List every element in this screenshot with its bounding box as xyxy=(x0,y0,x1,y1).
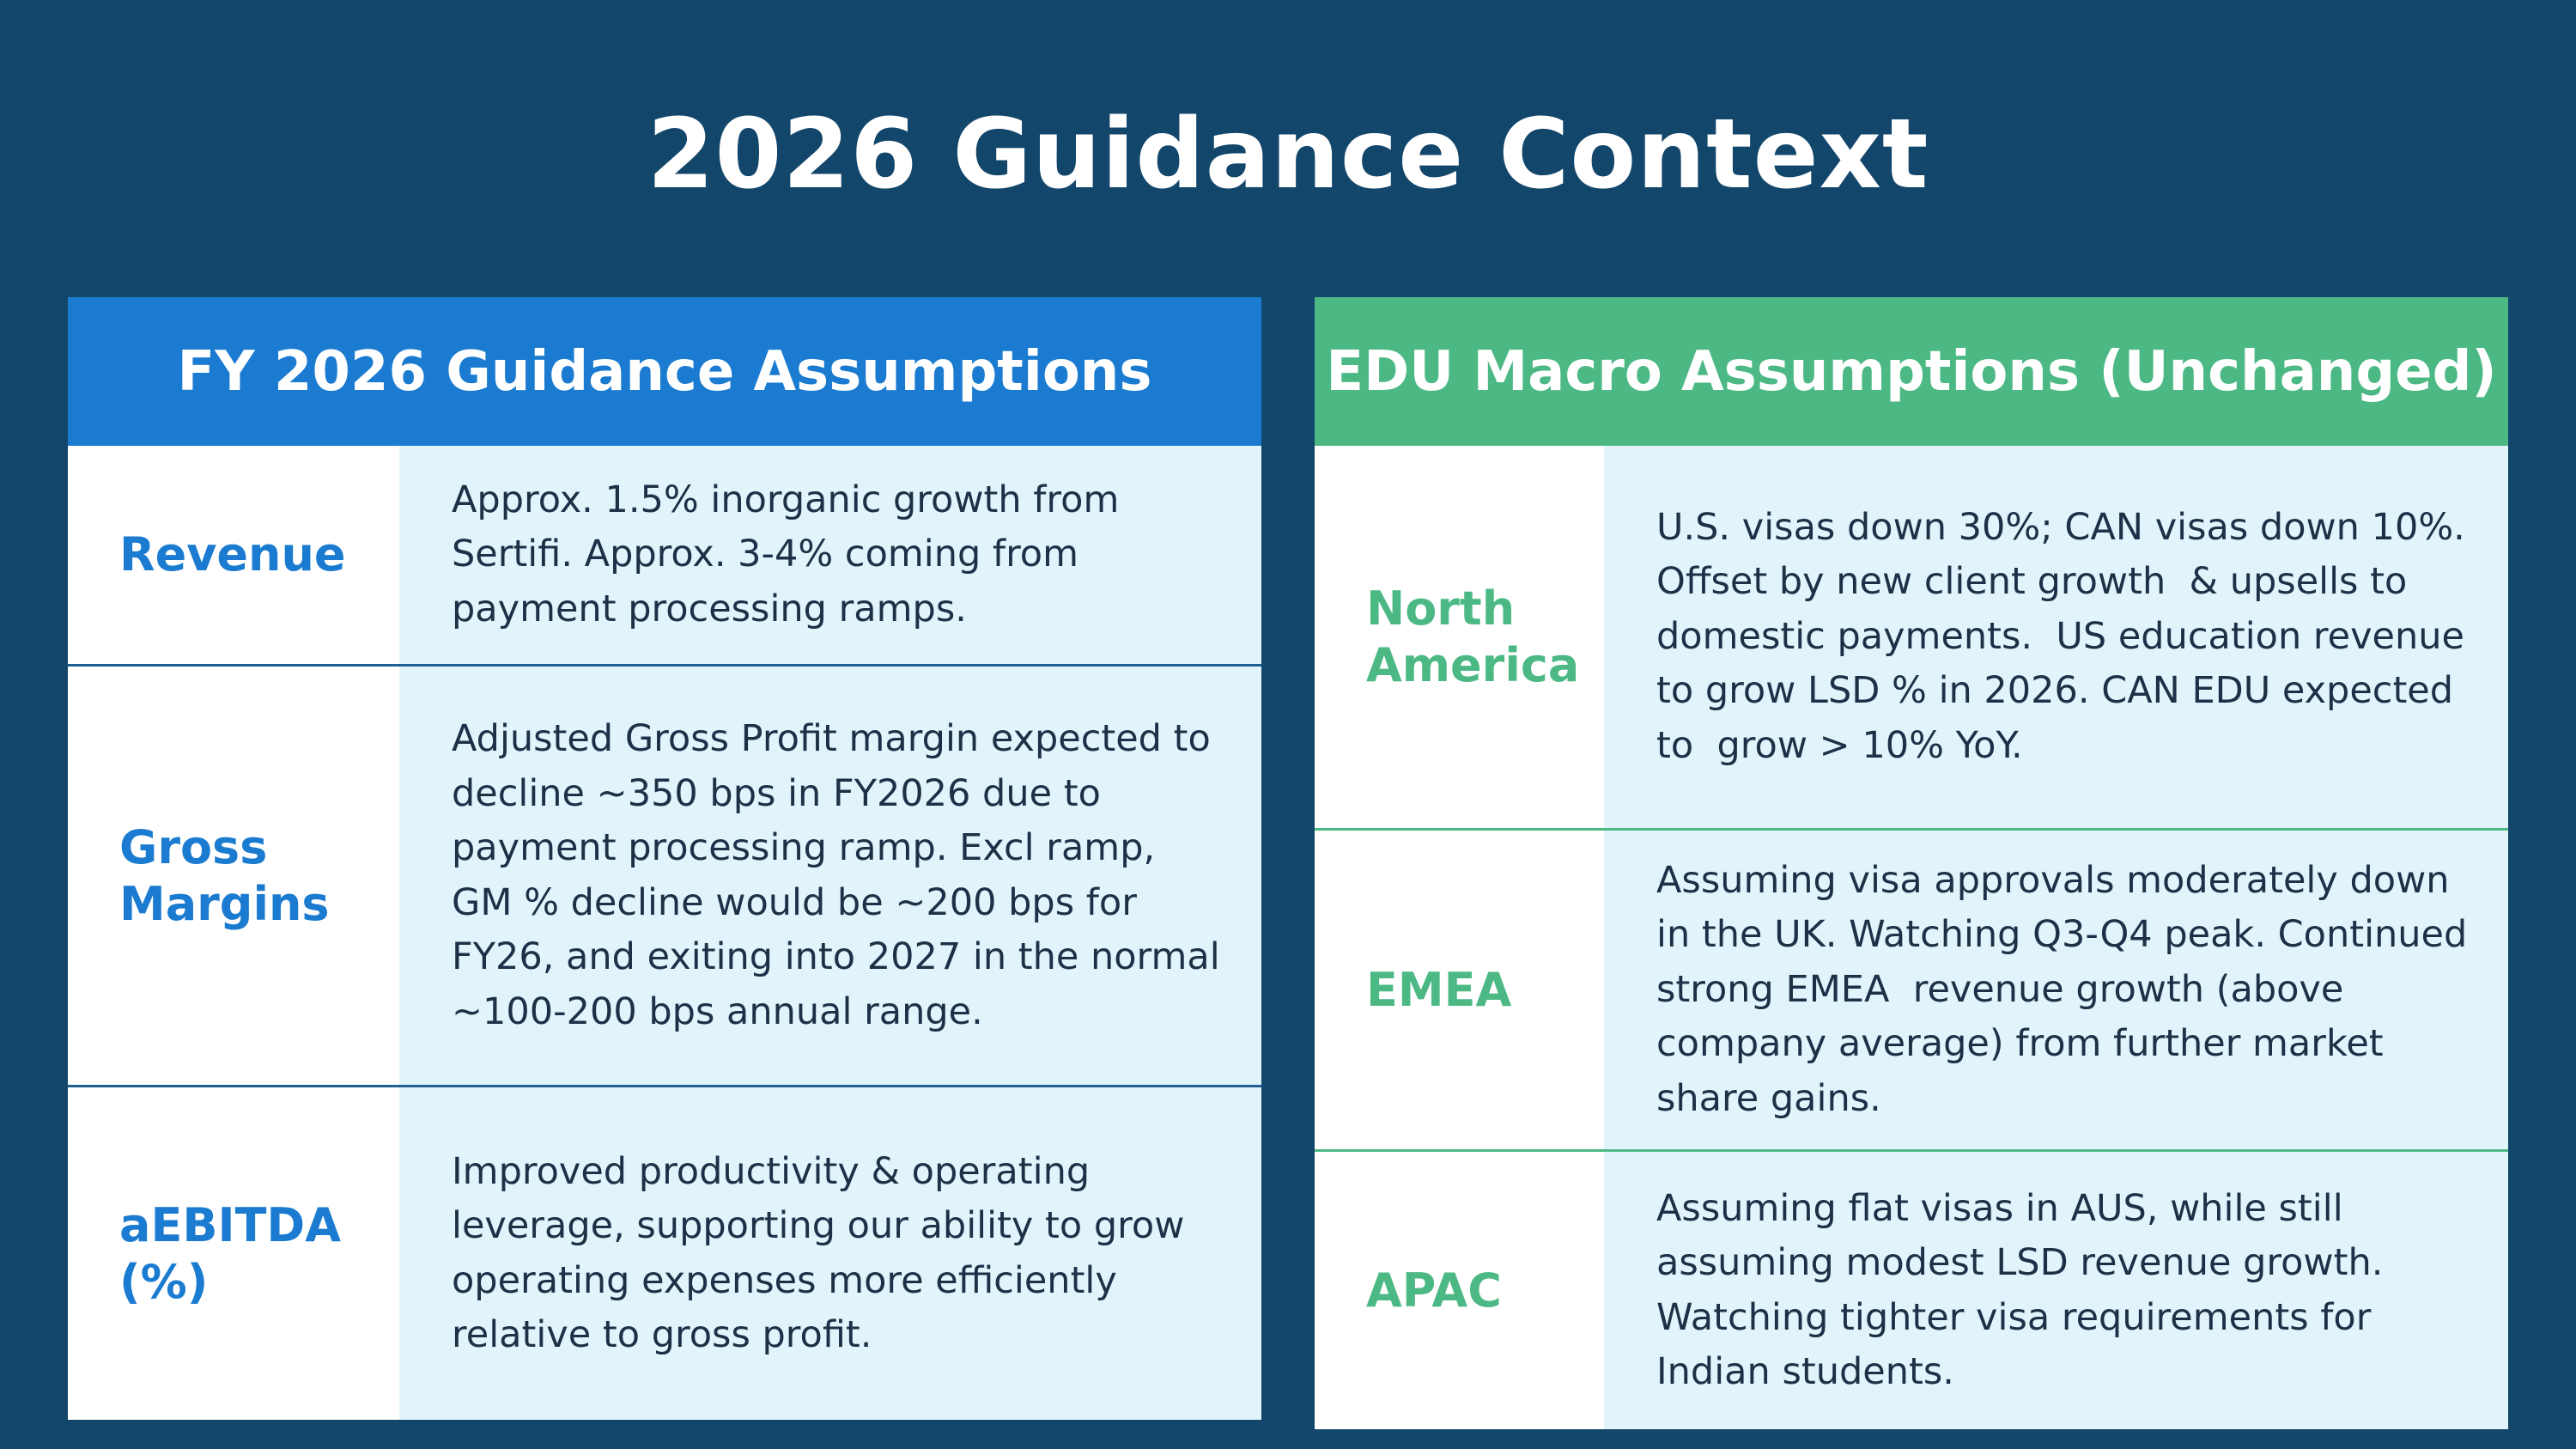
description-line: Improved productivity & operating xyxy=(452,1149,1091,1193)
guidance-assumptions-header: FY 2026 Guidance Assumptions xyxy=(68,297,1261,446)
emea-row: EMEA Assuming visa approvals moderately … xyxy=(1315,831,2508,1149)
row-description: Improved productivity & operating levera… xyxy=(399,1087,1261,1420)
row-label-line: North xyxy=(1366,581,1516,636)
description-line: Approx. 1.5% inorganic growth from xyxy=(452,478,1120,521)
description-line: payment processing ramp. Excl ramp, xyxy=(452,826,1156,869)
guidance-assumptions-panel: FY 2026 Guidance Assumptions Revenue App… xyxy=(68,297,1261,1420)
revenue-row: Revenue Approx. 1.5% inorganic growth fr… xyxy=(68,446,1261,664)
description-line: to grow LSD % in 2026. CAN EDU expected xyxy=(1656,669,2454,713)
row-description: U.S. visas down 30%; CAN visas down 10%.… xyxy=(1604,446,2508,828)
description-line: Watching tighter visa requirements for xyxy=(1656,1295,2372,1339)
page-title: 2026 Guidance Context xyxy=(647,99,1929,210)
description-line: in the UK. Watching Q3-Q4 peak. Continue… xyxy=(1656,913,2468,957)
description-line: Adjusted Gross Profit margin expected to xyxy=(452,717,1211,760)
description-line: strong EMEA revenue growth (above xyxy=(1656,967,2344,1011)
row-label: aEBITDA (%) xyxy=(68,1087,399,1420)
description-line: Offset by new client growth & upsells to xyxy=(1656,560,2408,604)
description-line: Assuming visa approvals moderately down xyxy=(1656,858,2450,902)
row-label: Gross Margins xyxy=(68,667,399,1085)
description-line: U.S. visas down 30%; CAN visas down 10%. xyxy=(1656,505,2465,549)
row-label-line: aEBITDA xyxy=(119,1197,342,1252)
row-divider xyxy=(1315,828,2508,831)
apac-row: APAC Assuming flat visas in AUS, while s… xyxy=(1315,1152,2508,1429)
row-description: Assuming flat visas in AUS, while still … xyxy=(1604,1152,2508,1429)
row-label-line: EMEA xyxy=(1366,962,1512,1017)
description-line: FY26, and exiting into 2027 in the norma… xyxy=(452,935,1220,978)
row-label-line: APAC xyxy=(1366,1263,1502,1318)
description-line: operating expenses more efficiently xyxy=(452,1258,1117,1302)
row-divider xyxy=(1315,1149,2508,1152)
edu-macro-assumptions-panel: EDU Macro Assumptions (Unchanged) North … xyxy=(1315,297,2508,1429)
description-line: Indian students. xyxy=(1656,1350,1954,1393)
description-line: GM % decline would be ~200 bps for xyxy=(452,880,1137,924)
north-america-row: North America U.S. visas down 30%; CAN v… xyxy=(1315,446,2508,828)
description-line: domestic payments. US education revenue xyxy=(1656,614,2464,658)
gross-margins-row: Gross Margins Adjusted Gross Profit marg… xyxy=(68,667,1261,1085)
row-description: Adjusted Gross Profit margin expected to… xyxy=(399,667,1261,1085)
description-line: assuming modest LSD revenue growth. xyxy=(1656,1241,2384,1284)
description-line: share gains. xyxy=(1656,1076,1881,1120)
edu-macro-assumptions-header: EDU Macro Assumptions (Unchanged) xyxy=(1315,297,2508,446)
description-line: leverage, supporting our ability to grow xyxy=(452,1204,1185,1247)
description-line: Sertifi. Approx. 3-4% coming from xyxy=(452,533,1078,576)
description-line: payment processing ramps. xyxy=(452,587,967,630)
row-label: EMEA xyxy=(1315,831,1604,1149)
row-label-line: Revenue xyxy=(119,527,346,581)
row-divider xyxy=(68,664,1261,667)
row-label-line: (%) xyxy=(119,1254,209,1309)
row-label: North America xyxy=(1315,446,1604,828)
description-line: decline ~350 bps in FY2026 due to xyxy=(452,771,1101,815)
row-description: Approx. 1.5% inorganic growth from Serti… xyxy=(399,446,1261,664)
row-label-line: America xyxy=(1366,637,1580,692)
row-divider xyxy=(68,1085,1261,1087)
description-line: Assuming flat visas in AUS, while still xyxy=(1656,1186,2343,1230)
row-label-line: Gross xyxy=(119,819,268,874)
aebitda-row: aEBITDA (%) Improved productivity & oper… xyxy=(68,1087,1261,1420)
description-line: relative to gross profit. xyxy=(452,1313,872,1356)
row-description: Assuming visa approvals moderately down … xyxy=(1604,831,2508,1149)
row-label: Revenue xyxy=(68,446,399,664)
description-line: to grow > 10% YoY. xyxy=(1656,723,2023,767)
row-label: APAC xyxy=(1315,1152,1604,1429)
row-label-line: Margins xyxy=(119,876,330,931)
description-line: ~100-200 bps annual range. xyxy=(452,989,983,1033)
description-line: company average) from further market xyxy=(1656,1022,2384,1066)
